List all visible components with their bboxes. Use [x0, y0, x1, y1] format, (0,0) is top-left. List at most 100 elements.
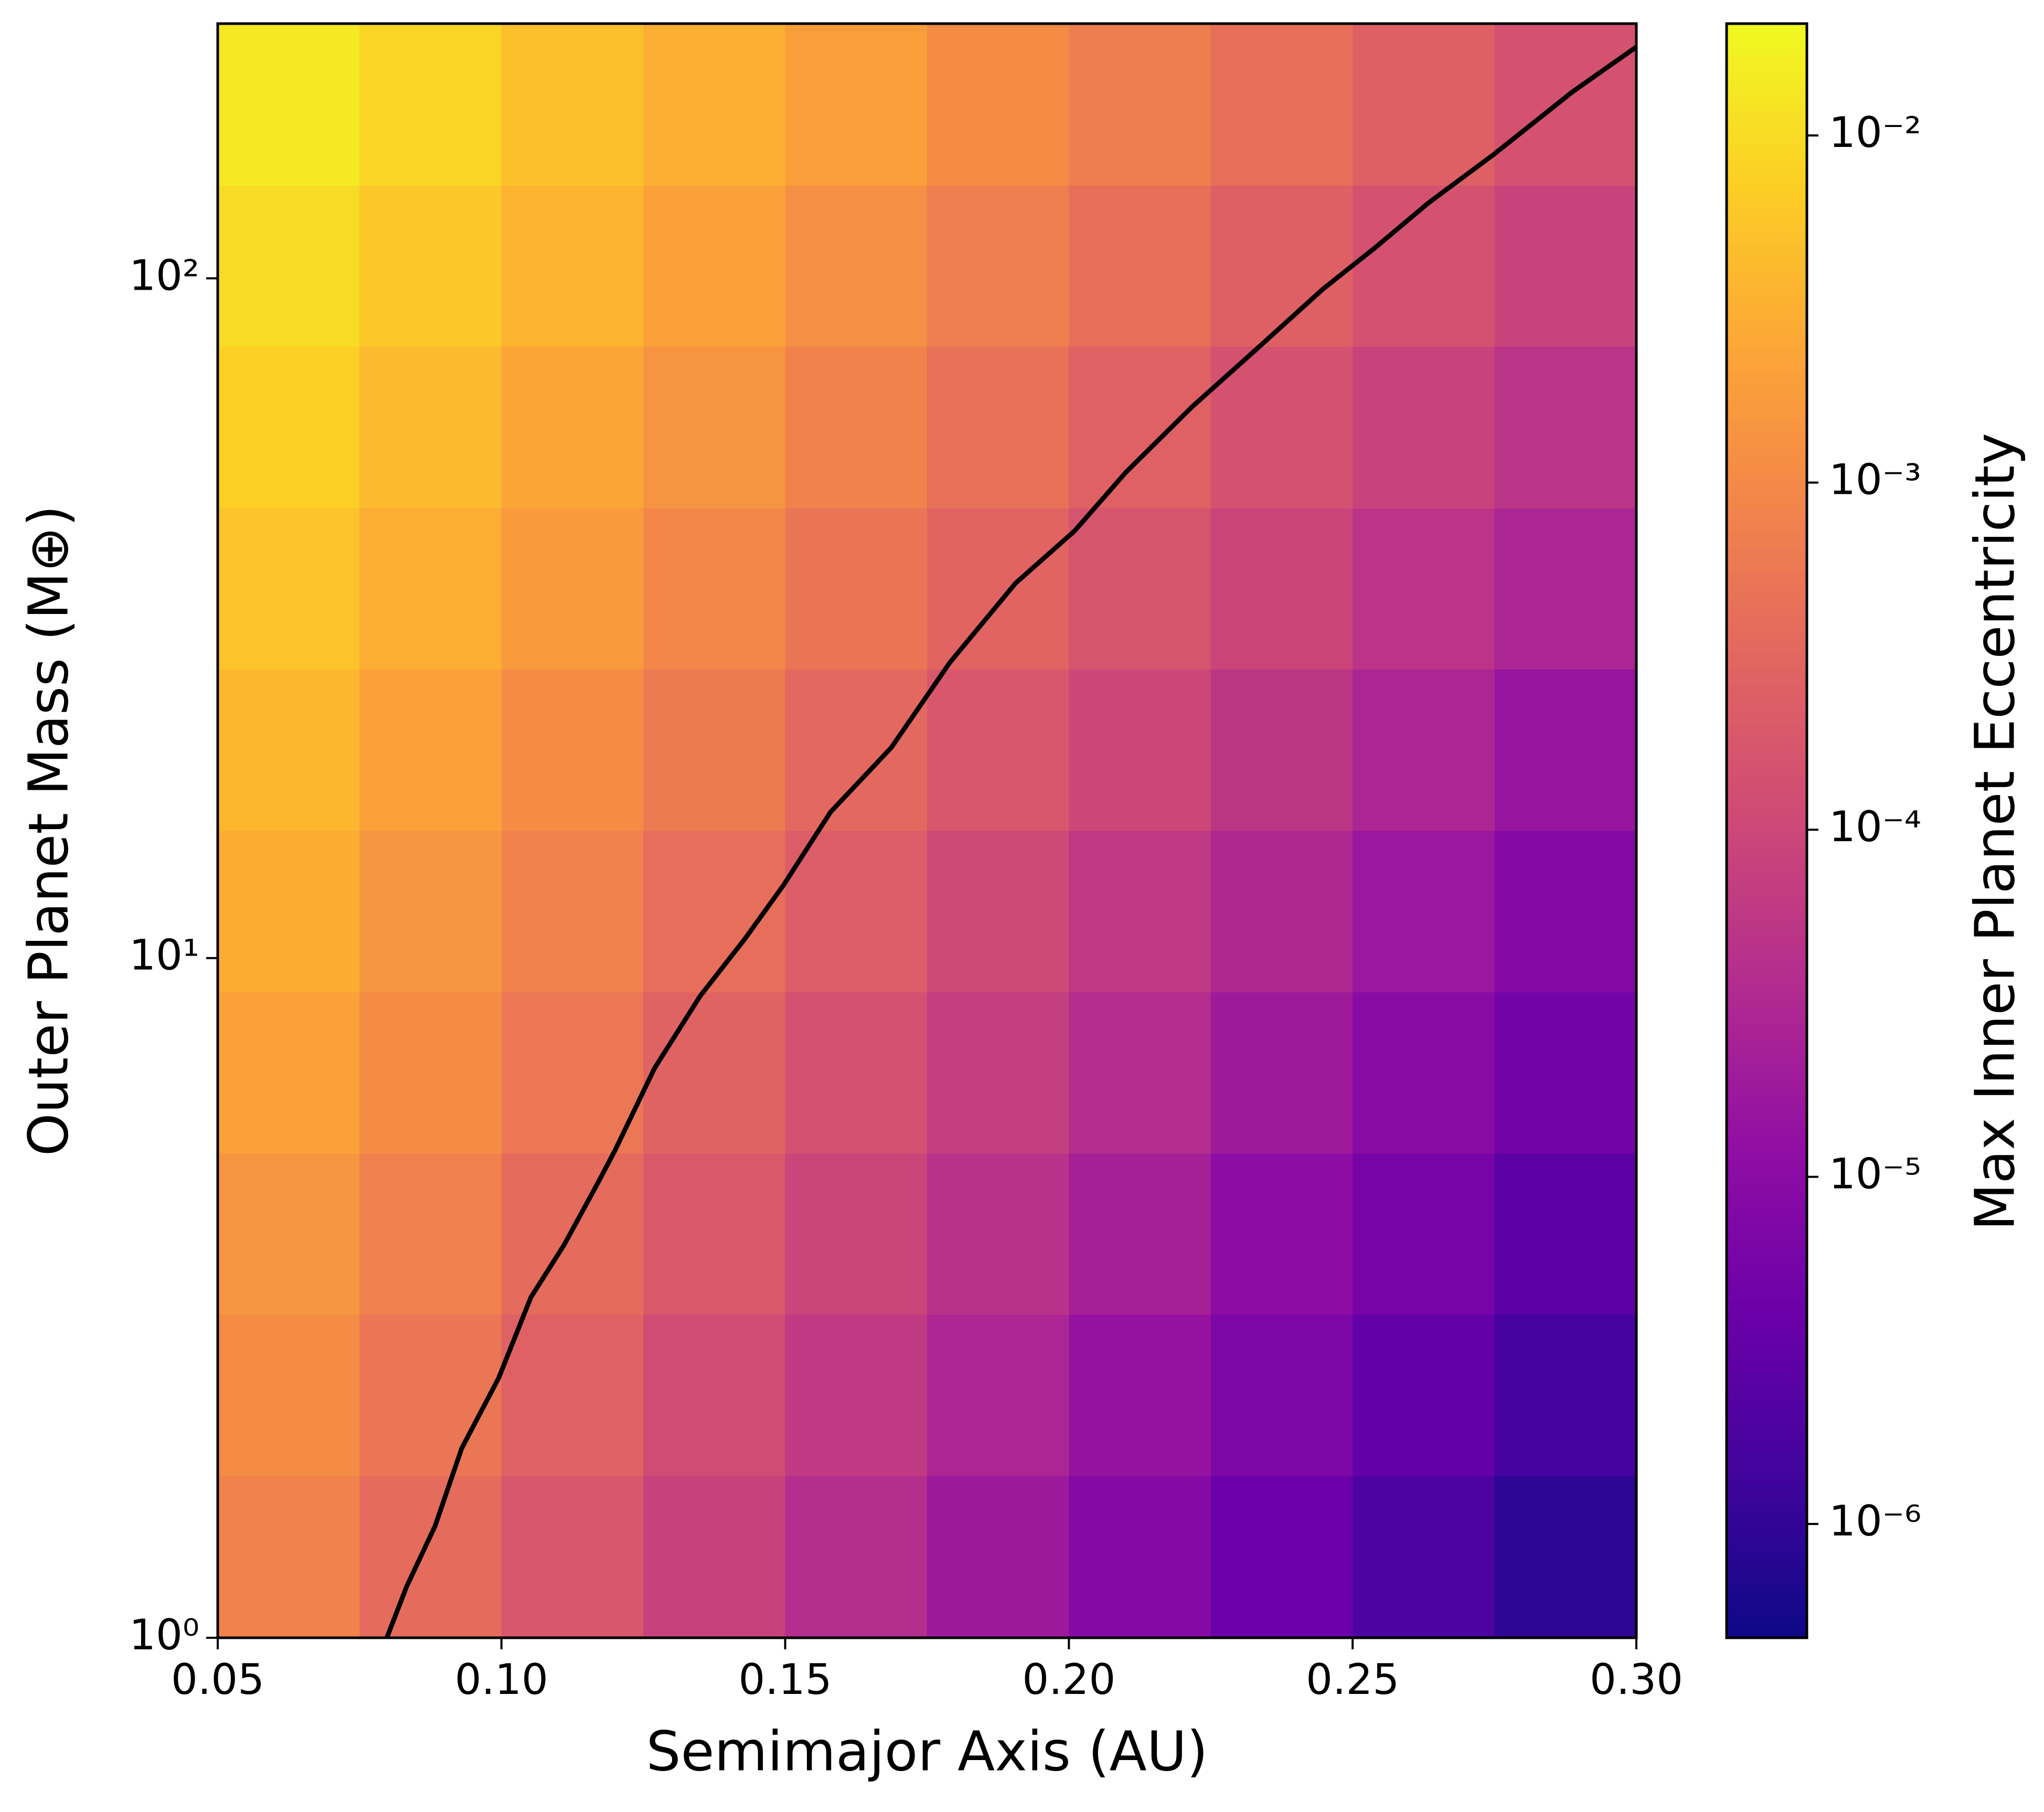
colorbar-gradient — [1727, 621, 1807, 630]
colorbar-gradient — [1727, 72, 1807, 81]
heatmap-cell — [1353, 830, 1495, 993]
colorbar-gradient — [1727, 402, 1807, 412]
colorbar-gradient — [1727, 1476, 1807, 1485]
colorbar-gradient — [1727, 354, 1807, 363]
colorbar-gradient — [1727, 653, 1807, 662]
colorbar-gradient — [1727, 887, 1807, 896]
heatmap-cell — [785, 185, 928, 347]
heatmap-cell — [359, 1314, 502, 1477]
overlay: 0.05 0.10 0.15 0.20 0.25 0.30 10⁰ 10¹ 10² 10⁻⁶ 10⁻… — [129, 22, 1921, 1704]
colorbar-gradient — [1727, 588, 1807, 597]
colorbar-gradient — [1727, 717, 1807, 726]
heatmap-cell — [501, 992, 644, 1154]
colorbar-gradient — [1727, 1460, 1807, 1469]
colorbar-gradient — [1727, 443, 1807, 452]
colorbar-gradient — [1727, 1121, 1807, 1130]
colorbar-gradient — [1727, 1073, 1807, 1082]
colorbar-gradient — [1727, 1153, 1807, 1162]
colorbar-gradient — [1727, 685, 1807, 694]
colorbar-gradient — [1727, 1185, 1807, 1194]
heatmap-cell — [643, 1153, 786, 1315]
colorbar-gradient — [1727, 1202, 1807, 1211]
heatmap-cell — [359, 185, 502, 347]
heatmap-cell — [501, 185, 644, 347]
heatmap-cell — [1353, 669, 1495, 831]
colorbar-gradient — [1727, 168, 1807, 178]
colorbar-gradient — [1727, 669, 1807, 678]
heatmap-cell — [1353, 346, 1495, 508]
colorbar-gradient — [1727, 693, 1807, 702]
heatmap-cell — [1210, 992, 1353, 1154]
colorbar-gradient — [1727, 1105, 1807, 1114]
colorbar-gradient — [1727, 1194, 1807, 1203]
colorbar-tick-label: 10⁻³ — [1829, 455, 1921, 504]
colorbar-gradient — [1727, 177, 1807, 186]
colorbar-gradient — [1727, 1508, 1807, 1518]
colorbar-gradient — [1727, 605, 1807, 613]
heatmap-cell — [1069, 1153, 1211, 1315]
colorbar-gradient — [1727, 1299, 1807, 1308]
colorbar-tick-label: 10⁻⁶ — [1829, 1497, 1921, 1545]
colorbar-gradient — [1727, 378, 1807, 387]
colorbar-gradient — [1727, 1371, 1807, 1380]
heatmap-cell — [1494, 185, 1637, 347]
heatmap-cell — [218, 185, 360, 347]
heatmap-cell — [1210, 1153, 1353, 1315]
heatmap-cell — [1069, 185, 1211, 347]
colorbar-gradient — [1727, 1379, 1807, 1389]
colorbar-gradient — [1727, 596, 1807, 606]
colorbar-gradient — [1727, 427, 1807, 436]
colorbar-gradient — [1727, 411, 1807, 420]
colorbar-gradient — [1727, 564, 1807, 573]
heatmap-cell — [218, 669, 360, 831]
colorbar-gradient — [1727, 1517, 1807, 1525]
colorbar-gradient — [1727, 645, 1807, 654]
colorbar-gradient — [1727, 951, 1807, 960]
colorbar-gradient — [1727, 927, 1807, 936]
heatmap-cell — [927, 185, 1069, 347]
colorbar-gradient — [1727, 136, 1807, 145]
colorbar-gradient — [1727, 935, 1807, 945]
colorbar-gradient — [1727, 919, 1807, 928]
colorbar-gradient — [1727, 798, 1807, 807]
colorbar-gradient — [1727, 39, 1807, 48]
colorbar-gradient — [1727, 1315, 1807, 1323]
colorbar-gradient — [1727, 1387, 1807, 1396]
heatmap-cell — [359, 669, 502, 831]
colorbar-gradient — [1727, 1323, 1807, 1332]
colorbar-gradient — [1727, 1008, 1807, 1017]
colorbar-gradient — [1727, 1573, 1807, 1582]
colorbar-gradient — [1727, 1242, 1807, 1251]
colorbar-gradient — [1727, 1395, 1807, 1404]
colorbar-gradient — [1727, 1524, 1807, 1533]
colorbar-gradient — [1727, 976, 1807, 985]
heatmap-cell — [218, 1314, 360, 1477]
colorbar-gradient — [1727, 1557, 1807, 1566]
colorbar-gradient — [1727, 1363, 1807, 1372]
colorbar-gradient — [1727, 839, 1807, 847]
colorbar-gradient — [1727, 88, 1807, 97]
contour-line — [385, 45, 1638, 1639]
heatmap-cell — [1210, 669, 1353, 831]
colorbar-gradient — [1727, 984, 1807, 993]
colorbar-gradient — [1727, 161, 1807, 169]
colorbar-gradient — [1727, 1565, 1807, 1574]
colorbar-gradient — [1727, 1137, 1807, 1146]
heatmap-cell — [1494, 1476, 1637, 1638]
colorbar-gradient — [1727, 1589, 1807, 1598]
heatmap-cell — [501, 669, 644, 831]
heatmap-cell — [643, 992, 786, 1154]
colorbar-gradient — [1727, 233, 1807, 242]
heatmap-cell — [785, 24, 928, 186]
colorbar-gradient — [1727, 1065, 1807, 1074]
colorbar-gradient — [1727, 483, 1807, 492]
heatmap-cell — [501, 24, 644, 186]
colorbar-gradient — [1727, 1080, 1807, 1089]
heatmap-cell — [643, 24, 786, 186]
colorbar-gradient — [1727, 1403, 1807, 1413]
colorbar-gradient — [1727, 48, 1807, 57]
heatmap-cell — [1353, 24, 1495, 186]
colorbar-gradient — [1727, 451, 1807, 460]
colorbar-gradient — [1727, 1622, 1807, 1630]
colorbar-gradient — [1727, 1283, 1807, 1291]
